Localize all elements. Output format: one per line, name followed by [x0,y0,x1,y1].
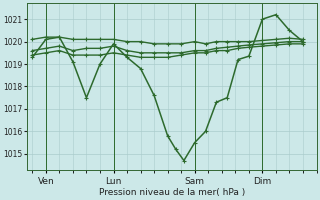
X-axis label: Pression niveau de la mer( hPa ): Pression niveau de la mer( hPa ) [99,188,245,197]
